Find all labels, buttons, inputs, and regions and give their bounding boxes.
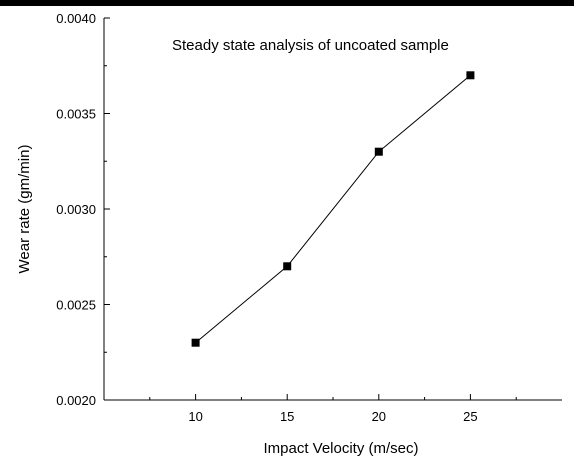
data-point-marker: [374, 147, 383, 156]
y-tick-label: 0.0040: [56, 11, 96, 26]
series-line: [195, 74, 471, 344]
x-tick-label: 20: [372, 409, 386, 424]
x-tick-label: 15: [280, 409, 294, 424]
y-axis-title: Wear rate (gm/min): [16, 145, 33, 274]
data-point-marker: [191, 338, 200, 347]
chart-series: [191, 71, 475, 347]
y-tick-label: 0.0035: [56, 107, 96, 122]
top-border-bar: [0, 0, 574, 6]
chart-labels: Steady state analysis of uncoated sample…: [16, 37, 449, 457]
data-point-marker: [283, 262, 292, 271]
y-tick-label: 0.0025: [56, 298, 96, 313]
y-tick-label: 0.0030: [56, 202, 96, 217]
y-tick-label: 0.0020: [56, 393, 96, 408]
chart-axes: 0.0020 0.0025 0.0030 0.0035 0.0040 10 15 20 25: [56, 11, 562, 424]
x-tick-label: 25: [463, 409, 477, 424]
x-tick-label: 10: [188, 409, 202, 424]
chart-annotation: Steady state analysis of uncoated sample: [172, 37, 449, 54]
x-axis-title: Impact Velocity (m/sec): [263, 440, 418, 457]
data-point-marker: [466, 71, 475, 80]
